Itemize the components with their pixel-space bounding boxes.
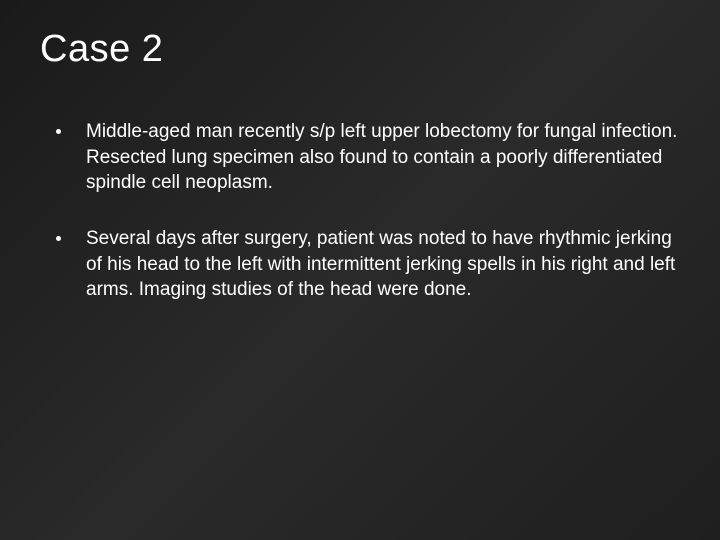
bullet-text: Middle-aged man recently s/p left upper … <box>86 121 677 193</box>
bullet-icon <box>56 236 61 241</box>
bullet-text: Several days after surgery, patient was … <box>86 228 675 300</box>
bullet-icon <box>56 129 61 134</box>
list-item: Middle-aged man recently s/p left upper … <box>56 119 680 196</box>
slide-container: Case 2 Middle-aged man recently s/p left… <box>0 0 720 540</box>
bullet-list: Middle-aged man recently s/p left upper … <box>40 119 680 303</box>
list-item: Several days after surgery, patient was … <box>56 226 680 303</box>
slide-title: Case 2 <box>40 28 680 71</box>
